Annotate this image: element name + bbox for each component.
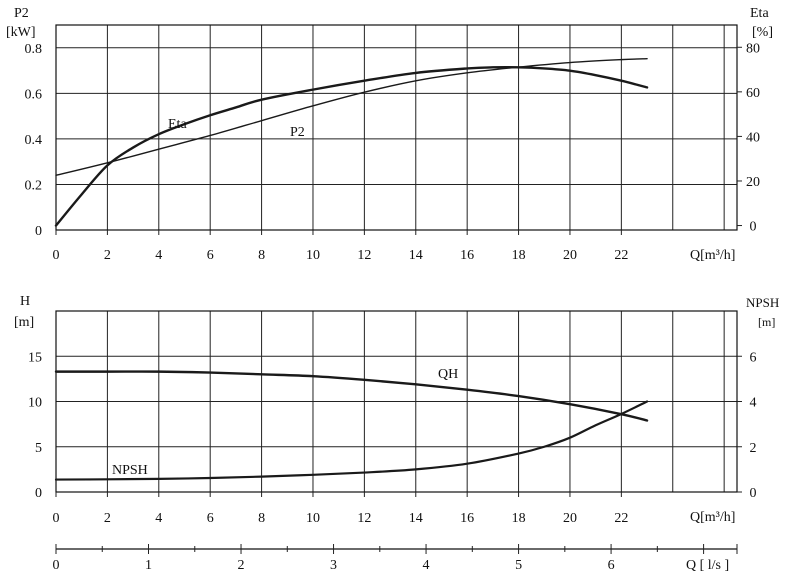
tick-labels-bottom: 0 2 4 6 8 10 12 14 16 18 20 22 0 5 10 15 0 2 4 6 xyxy=(28,350,757,526)
head-npsh-panel: 0 2 4 6 8 10 12 14 16 18 20 22 0 5 10 15 0 2 4 6 H [m] NPSH… xyxy=(14,294,779,526)
right-axis-label-npsh: NPSH xyxy=(746,295,779,310)
x-tick-label: 8 xyxy=(258,248,265,263)
right-axis-unit-m: [m] xyxy=(758,315,775,329)
secondary-tick-label: 6 xyxy=(608,558,615,573)
x-tick-label: 4 xyxy=(155,248,162,263)
secondary-axis-label: Q [ l/s ] xyxy=(686,558,729,573)
series-label-eta: Eta xyxy=(168,117,187,132)
x-tick-label: 16 xyxy=(460,248,474,263)
x-tick-label: 20 xyxy=(563,511,577,526)
x-tick-label: 16 xyxy=(460,511,474,526)
x-tick-label: 12 xyxy=(357,511,371,526)
x-tick-label: 22 xyxy=(614,511,628,526)
right-tick-label: 0 xyxy=(750,220,757,235)
series-label-npsh: NPSH xyxy=(112,463,148,478)
x-tick-label: 10 xyxy=(306,248,320,263)
x-tick-label: 6 xyxy=(207,511,214,526)
left-tick-label: 10 xyxy=(28,396,42,411)
left-axis-unit-kw: [kW] xyxy=(6,25,36,40)
left-tick-label: 0 xyxy=(35,224,42,239)
right-tick-label: 0 xyxy=(750,486,757,501)
x-tick-label: 18 xyxy=(512,248,526,263)
x-tick-label: 2 xyxy=(104,248,111,263)
left-axis-label-p2: P2 xyxy=(14,6,29,21)
right-tick-label: 60 xyxy=(746,86,760,101)
secondary-tick-label: 2 xyxy=(238,558,245,573)
series-line-npsh xyxy=(54,400,649,481)
grid-top xyxy=(55,25,737,231)
x-tick-label: 22 xyxy=(614,248,628,263)
right-tick-label: 80 xyxy=(746,41,760,56)
left-tick-label: 0.2 xyxy=(25,178,43,193)
left-tick-label: 0 xyxy=(35,486,42,501)
series-line-qh xyxy=(54,370,649,422)
x-tick-label: 12 xyxy=(357,248,371,263)
right-axis-unit-percent: [%] xyxy=(752,25,773,40)
left-axis-unit-m: [m] xyxy=(14,315,34,330)
left-tick-label: 0.6 xyxy=(25,87,43,102)
x-tick-label: 0 xyxy=(53,511,60,526)
secondary-tick-label: 3 xyxy=(330,558,337,573)
series-bottom xyxy=(54,370,649,481)
power-efficiency-panel: 0 2 4 6 8 10 12 14 16 18 20 22 0 0.2 0.4 0.6 0.8 0 20 40 60 8… xyxy=(6,6,773,263)
grid-bottom xyxy=(55,311,737,493)
x-tick-label: 18 xyxy=(512,511,526,526)
secondary-tick-label: 1 xyxy=(145,558,152,573)
tick-labels-top: 0 2 4 6 8 10 12 14 16 18 20 22 0 0.2 0.4 0.6 0.8 0 20 40 60 8… xyxy=(25,41,761,263)
left-tick-label: 0.8 xyxy=(25,42,43,57)
series-line-p2 xyxy=(55,58,648,177)
secondary-flow-axis: 0 1 2 3 4 5 6 Q [ l/s ] xyxy=(53,544,738,573)
x-tick-label: 10 xyxy=(306,511,320,526)
right-tick-label: 20 xyxy=(746,175,760,190)
secondary-axis-ticks: 0 1 2 3 4 5 6 xyxy=(53,544,738,573)
series-label-qh: QH xyxy=(438,367,458,382)
series-label-p2: P2 xyxy=(290,125,305,140)
x-axis-label-bottom: Q[m³/h] xyxy=(690,510,735,525)
x-tick-label: 0 xyxy=(53,248,60,263)
x-tick-label: 4 xyxy=(155,511,162,526)
x-tick-label: 14 xyxy=(409,511,423,526)
x-tick-label: 8 xyxy=(258,511,265,526)
secondary-tick-label: 5 xyxy=(515,558,522,573)
x-axis-label-top: Q[m³/h] xyxy=(690,248,735,263)
right-tick-label: 40 xyxy=(746,130,760,145)
right-axis-label-eta: Eta xyxy=(750,6,769,21)
left-tick-label: 15 xyxy=(28,350,42,365)
series-line-eta xyxy=(54,65,649,227)
series-top xyxy=(54,58,649,227)
right-tick-label: 4 xyxy=(750,396,757,411)
x-tick-label: 20 xyxy=(563,248,577,263)
x-tick-label: 14 xyxy=(409,248,423,263)
secondary-tick-label: 4 xyxy=(423,558,430,573)
left-tick-label: 0.4 xyxy=(25,133,43,148)
x-tick-label: 6 xyxy=(207,248,214,263)
left-tick-label: 5 xyxy=(35,441,42,456)
secondary-tick-label: 0 xyxy=(53,558,60,573)
plot-frame-top xyxy=(55,24,738,231)
right-tick-label: 6 xyxy=(750,350,757,365)
left-axis-label-h: H xyxy=(20,294,30,309)
right-tick-label: 2 xyxy=(750,441,757,456)
x-tick-label: 2 xyxy=(104,511,111,526)
